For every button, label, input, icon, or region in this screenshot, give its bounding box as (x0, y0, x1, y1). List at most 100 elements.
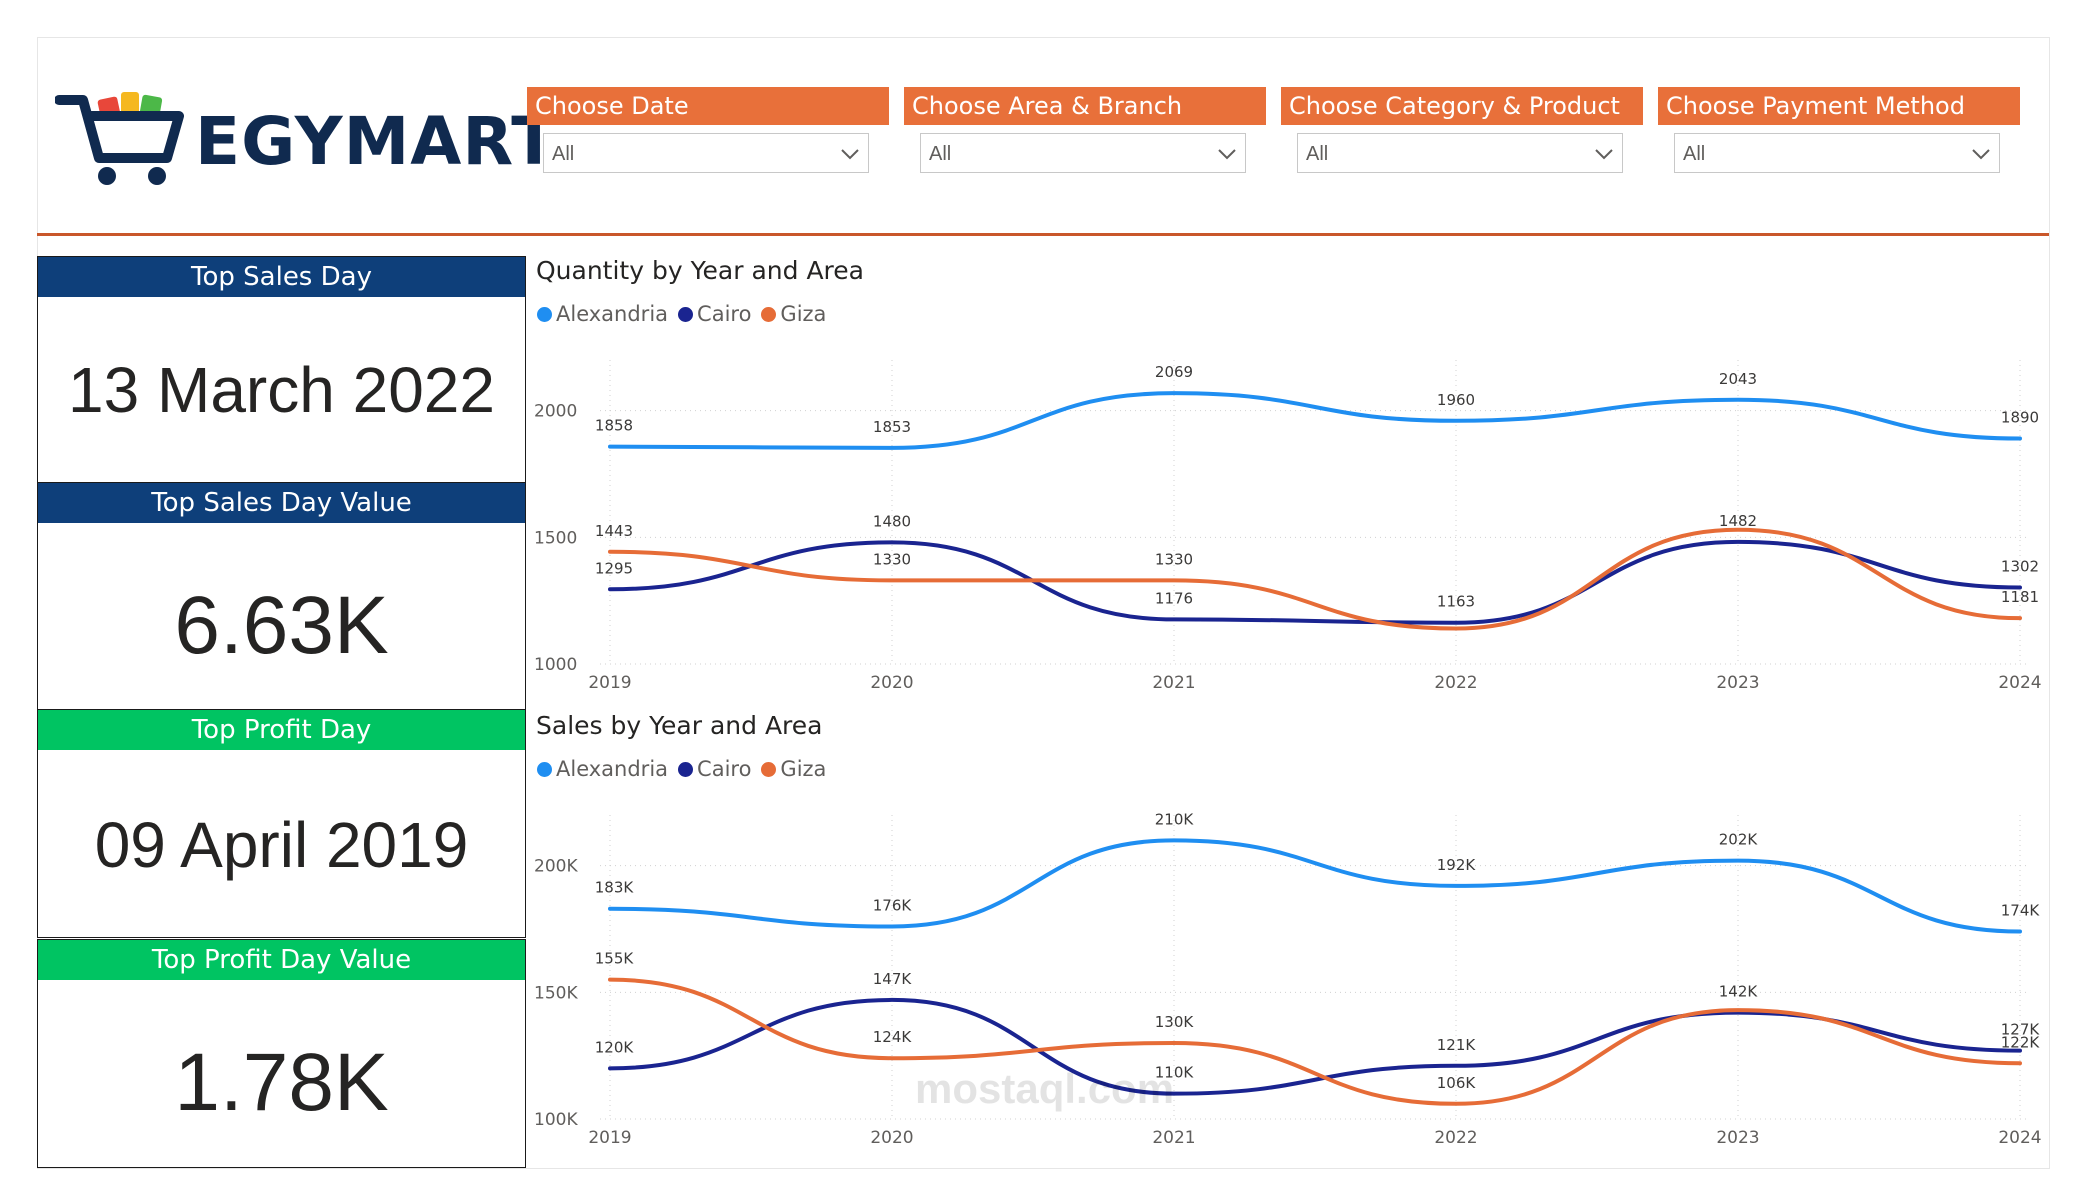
y-tick-label: 150K (534, 983, 578, 1003)
x-tick-label: 2023 (1716, 1128, 1759, 1148)
data-label-cairo: 1163 (1437, 593, 1475, 611)
legend-item-alexandria[interactable]: Alexandria (537, 757, 668, 781)
data-label-cairo: 142K (1719, 983, 1759, 1001)
x-tick-label: 2022 (1434, 673, 1477, 693)
legend-item-alexandria[interactable]: Alexandria (537, 302, 668, 326)
data-label-alexandria: 202K (1719, 831, 1759, 849)
legend-item-giza[interactable]: Giza (761, 757, 826, 781)
data-label-alexandria: 1853 (873, 418, 911, 436)
x-tick-label: 2021 (1152, 1128, 1195, 1148)
data-label-giza: 122K (2001, 1033, 2041, 1051)
card-top-sales-day-value-title: Top Sales Day Value (38, 483, 525, 523)
slicer-payment-method-title: Choose Payment Method (1658, 87, 2020, 125)
card-top-profit-day-value-card: Top Profit Day Value 1.78K (37, 939, 526, 1168)
legend-label-cairo: Cairo (697, 302, 752, 326)
chevron-down-icon (1595, 149, 1613, 160)
card-top-sales-day-value: 13 March 2022 (68, 354, 495, 426)
legend-item-giza[interactable]: Giza (761, 302, 826, 326)
card-top-sales-day: Top Sales Day 13 March 2022 (37, 256, 526, 484)
y-tick-label: 100K (534, 1110, 578, 1130)
shopping-cart-icon (54, 92, 184, 185)
data-label-alexandria: 2043 (1719, 370, 1757, 388)
data-label-giza: 155K (595, 950, 635, 968)
slicer-area-branch-dropdown[interactable]: All (920, 133, 1246, 173)
data-label-cairo: 120K (595, 1038, 635, 1056)
data-label-cairo: 121K (1437, 1036, 1477, 1054)
legend-dot-giza (761, 306, 777, 322)
card-top-profit-day: Top Profit Day 09 April 2019 (37, 709, 526, 938)
brand-name: EGYMART (195, 103, 558, 180)
slicer-payment-method-dropdown[interactable]: All (1674, 133, 2000, 173)
data-label-giza: 1330 (873, 550, 911, 568)
card-top-sales-day-value-card: Top Sales Day Value 6.63K (37, 482, 526, 710)
legend-label-alexandria: Alexandria (556, 757, 669, 781)
y-tick-label: 1000 (534, 655, 577, 675)
x-tick-label: 2020 (870, 673, 913, 693)
series-line-cairo[interactable] (608, 997, 2022, 1096)
slicer-date-value: All (552, 143, 575, 165)
header-divider (37, 233, 2049, 236)
data-label-cairo: 110K (1155, 1064, 1195, 1082)
data-label-alexandria: 176K (873, 896, 913, 914)
x-tick-label: 2024 (1998, 673, 2041, 693)
legend-label-giza: Giza (780, 302, 827, 326)
data-label-alexandria: 1858 (595, 417, 633, 435)
slicer-date-title: Choose Date (527, 87, 889, 125)
data-label-cairo: 127K (2001, 1021, 2041, 1039)
chart-sales-by-year-area: 100K 150K 200K 2019 2020 2021 2022 2023 2024 183K… (534, 810, 2042, 1148)
slicer-category-product-dropdown[interactable]: All (1297, 133, 1623, 173)
data-label-cairo: 147K (873, 970, 913, 988)
legend-item-cairo[interactable]: Cairo (678, 302, 751, 326)
x-tick-label: 2021 (1152, 673, 1195, 693)
slicer-area-branch-value: All (929, 143, 952, 165)
data-label-cairo: 1295 (595, 559, 633, 577)
x-tick-label: 2019 (588, 1128, 631, 1148)
series-line-alexandria[interactable] (608, 391, 2022, 450)
data-label-alexandria: 192K (1437, 856, 1477, 874)
logo: EGYMART (54, 88, 556, 198)
legend-dot-cairo (678, 306, 694, 322)
slicer-date: Choose Date All (527, 87, 889, 173)
data-label-cairo: 1302 (2001, 557, 2039, 575)
legend-item-cairo[interactable]: Cairo (678, 757, 751, 781)
series-line-cairo[interactable] (608, 539, 2022, 625)
x-tick-label: 2022 (1434, 1128, 1477, 1148)
slicer-category-product-value: All (1306, 143, 1329, 165)
series-line-giza[interactable] (608, 527, 2022, 631)
x-tick-label: 2024 (1998, 1128, 2041, 1148)
legend-label-alexandria: Alexandria (556, 302, 669, 326)
legend-dot-cairo (678, 761, 694, 777)
data-label-alexandria: 2069 (1155, 363, 1193, 381)
legend-dot-alexandria (537, 306, 552, 322)
data-label-cairo: 1480 (873, 512, 911, 530)
series-line-giza[interactable] (608, 977, 2022, 1106)
y-tick-label: 1500 (534, 528, 577, 548)
card-top-profit-day-title: Top Profit Day (38, 710, 525, 750)
chevron-down-icon (1972, 149, 1990, 160)
data-label-cairo: 1482 (1719, 512, 1757, 530)
data-label-giza: 124K (873, 1028, 913, 1046)
slicer-area-branch-title: Choose Area & Branch (904, 87, 1266, 125)
data-label-alexandria: 1890 (2001, 409, 2039, 427)
data-label-giza: 1443 (595, 522, 633, 540)
card-top-sales-day-value-number: 6.63K (174, 580, 389, 671)
watermark-text: mostaql.com (915, 1065, 1175, 1112)
x-tick-label: 2019 (588, 673, 631, 693)
card-top-profit-day-value: 09 April 2019 (94, 809, 469, 881)
data-label-giza: 1181 (2001, 588, 2039, 606)
data-label-cairo: 1176 (1155, 589, 1193, 607)
card-top-profit-day-value-title: Top Profit Day Value (38, 940, 525, 980)
x-tick-label: 2020 (870, 1128, 913, 1148)
card-top-sales-day-title: Top Sales Day (38, 257, 525, 297)
series-line-alexandria[interactable] (608, 838, 2022, 934)
card-top-profit-day-value-number: 1.78K (174, 1037, 389, 1128)
data-label-alexandria: 183K (595, 879, 635, 897)
slicer-date-dropdown[interactable]: All (543, 133, 869, 173)
y-tick-label: 2000 (534, 402, 577, 422)
slicer-area-branch: Choose Area & Branch All (904, 87, 1266, 173)
y-tick-label: 200K (534, 857, 578, 877)
data-label-giza: 106K (1437, 1074, 1477, 1092)
slicer-payment-method-value: All (1683, 143, 1706, 165)
slicer-category-product: Choose Category & Product All (1281, 87, 1643, 173)
legend-dot-alexandria (537, 761, 552, 777)
